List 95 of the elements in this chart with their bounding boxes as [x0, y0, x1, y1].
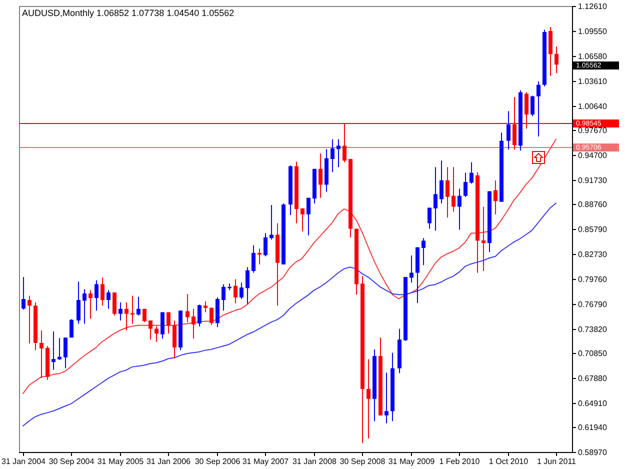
candlestick: [384, 372, 388, 424]
candlestick: [318, 152, 322, 198]
candlestick: [306, 197, 310, 236]
x-tick-label: 31 Jan 2008: [292, 457, 338, 466]
y-tick-label: 0.61940: [578, 423, 608, 432]
chart-title: AUDUSD,Monthly 1.06852 1.07738 1.04540 1.05562: [22, 8, 234, 18]
candlestick: [94, 280, 98, 312]
candlestick: [536, 80, 540, 138]
candlestick: [198, 304, 202, 327]
y-tick-label: 0.91730: [578, 176, 608, 185]
candlestick: [336, 138, 340, 168]
candlestick: [270, 204, 274, 240]
y-tick-label: 0.73820: [578, 325, 608, 334]
candlestick: [118, 302, 122, 321]
candlestick: [100, 277, 104, 306]
y-tick-label: 0.58970: [578, 448, 608, 457]
candlestick: [234, 278, 238, 304]
candlestick: [252, 244, 256, 274]
x-tick-label: 30 Sep 2008: [340, 457, 386, 466]
candlestick: [112, 292, 116, 316]
y-tick-label: 0.64910: [578, 399, 608, 408]
y-tick-label: 1.12610: [578, 2, 608, 11]
candlestick: [330, 138, 334, 173]
candlestick: [192, 308, 196, 340]
x-tick-label: 1 Feb 2010: [439, 457, 480, 466]
candlestick: [428, 207, 432, 230]
candlestick: [40, 330, 44, 379]
candlestick: [470, 162, 474, 184]
x-tick-label: 31 May 2007: [242, 457, 290, 466]
candlestick: [366, 358, 370, 439]
candlestick: [446, 166, 450, 218]
candlestick: [64, 337, 68, 369]
y-tick-label: 0.94700: [578, 151, 608, 160]
candlestick: [76, 281, 80, 324]
candlestick: [142, 308, 146, 323]
candlestick: [482, 206, 486, 272]
y-tick-label: 0.79760: [578, 275, 608, 284]
candlestick: [554, 46, 558, 74]
line-series: [22, 202, 556, 426]
candlestick: [88, 290, 92, 320]
y-tick-label: 0.76790: [578, 300, 608, 309]
x-tick-label: 1 Jun 2011: [537, 457, 577, 466]
candlestick: [300, 208, 304, 232]
candlestick: [82, 288, 86, 324]
candlestick: [58, 338, 62, 361]
candlestick: [148, 320, 152, 340]
x-tick-label: 30 Sep 2004: [48, 457, 95, 466]
candlestick: [154, 326, 158, 342]
candlestick: [410, 255, 414, 284]
candlestick: [458, 188, 462, 230]
candlestick: [136, 296, 140, 316]
candlestick: [160, 312, 164, 340]
candlestick: [264, 232, 268, 257]
y-tick-label: 1.00640: [578, 102, 608, 111]
candlestick: [166, 312, 170, 334]
y-tick-label: 1.03610: [578, 77, 608, 86]
y-tick-label: 0.70850: [578, 349, 608, 358]
candlestick: [222, 284, 226, 312]
candlestick: [530, 95, 534, 117]
candlestick: [28, 295, 32, 344]
candlestick: [210, 306, 214, 326]
y-tick-label: 1.06580: [578, 52, 608, 61]
candlestick: [452, 166, 456, 212]
y-tick-label: 0.88760: [578, 200, 608, 209]
y-tick-label: 0.82730: [578, 250, 608, 259]
x-tick-label: 31 May 2005: [97, 457, 144, 466]
candlestick: [22, 276, 26, 310]
x-tick-label: 31 May 2009: [388, 457, 436, 466]
candlestick: [204, 300, 208, 313]
candlestick: [240, 282, 244, 300]
candlestick: [246, 266, 250, 304]
candlestick: [494, 180, 498, 215]
candlestick: [130, 295, 134, 324]
x-tick-label: 31 Jan 2004: [1, 457, 46, 466]
candlestick: [548, 26, 552, 76]
candlestick: [464, 172, 468, 198]
y-tick-label: 1.09550: [578, 27, 608, 36]
candlestick: [186, 294, 190, 323]
candlestick: [422, 238, 426, 266]
x-tick-label: 31 Jan 2006: [146, 457, 192, 466]
y-tick-label: 0.85790: [578, 225, 608, 234]
candlestick: [258, 248, 262, 265]
candlestick: [434, 166, 438, 232]
candlestick: [70, 318, 74, 338]
candlestick: [506, 110, 510, 150]
x-tick-label: 30 Sep 2006: [194, 457, 241, 466]
candlestick: [52, 330, 56, 370]
y-tick-label: 0.97670: [578, 126, 608, 135]
x-tick-label: 1 Oct 2010: [488, 457, 529, 466]
y-tick-label: 0.67880: [578, 374, 608, 383]
candlestick: [106, 290, 110, 310]
candlestick: [124, 302, 128, 331]
candlestick: [172, 320, 176, 359]
line-series: [22, 138, 556, 394]
candlestick: [440, 160, 444, 204]
